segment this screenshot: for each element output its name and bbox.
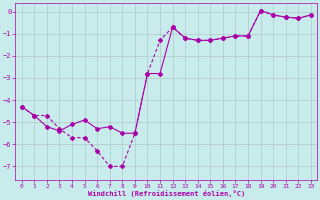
X-axis label: Windchill (Refroidissement éolien,°C): Windchill (Refroidissement éolien,°C) xyxy=(88,190,245,197)
